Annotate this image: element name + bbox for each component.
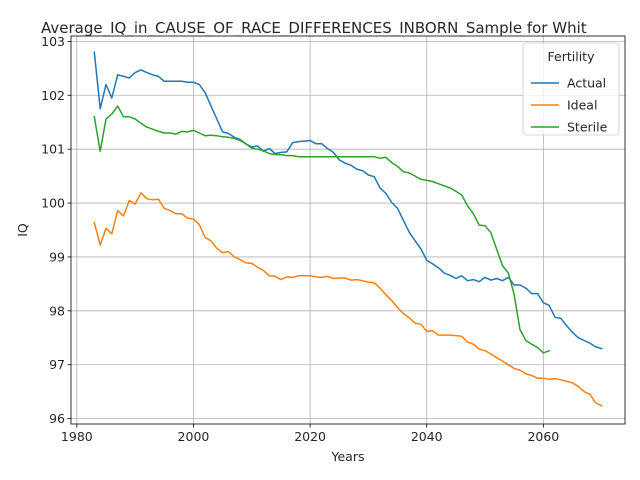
legend-label-actual: Actual [567, 76, 606, 91]
y-tick-label: 96 [49, 411, 65, 426]
y-tick-label: 98 [49, 303, 65, 318]
x-tick-label: 2020 [294, 429, 326, 444]
x-tick-label: 2040 [411, 429, 443, 444]
legend: Fertility Actual Ideal Sterile [523, 43, 619, 135]
chart-title: Average_IQ_in_CAUSE_OF_RACE_DIFFERENCES_… [41, 19, 587, 38]
y-tick-label: 101 [41, 142, 65, 157]
legend-label-sterile: Sterile [567, 120, 608, 135]
y-tick-label: 99 [49, 249, 65, 264]
legend-label-ideal: Ideal [567, 98, 597, 113]
x-axis-label: Years [331, 449, 365, 464]
y-axis-label: IQ [15, 223, 30, 237]
y-tick-label: 102 [41, 88, 65, 103]
x-tick-label: 1980 [61, 429, 93, 444]
y-tick-label: 97 [49, 357, 65, 372]
x-tick-label: 2060 [527, 429, 559, 444]
legend-title: Fertility [548, 49, 596, 64]
x-tick-label: 2000 [178, 429, 210, 444]
y-tick-label: 100 [41, 196, 65, 211]
